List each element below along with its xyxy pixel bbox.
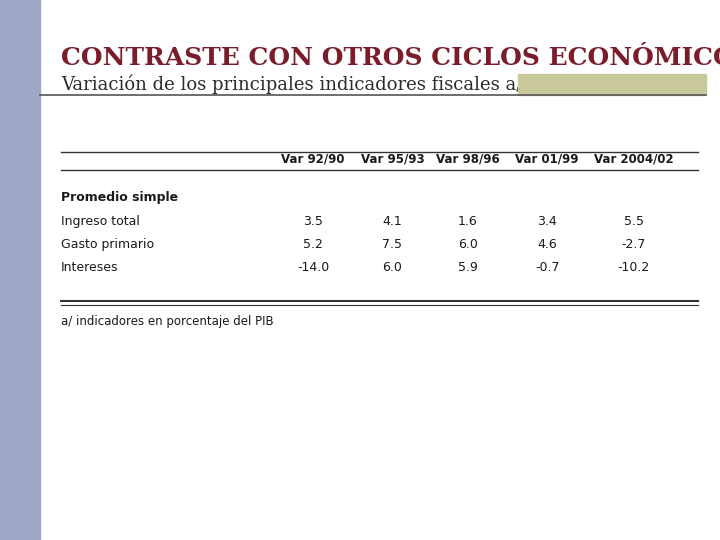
Text: CONTRASTE CON OTROS CICLOS ECONÓMICOS: CONTRASTE CON OTROS CICLOS ECONÓMICOS: [61, 46, 720, 70]
Text: a/ indicadores en porcentaje del PIB: a/ indicadores en porcentaje del PIB: [61, 315, 274, 328]
Text: 3.4: 3.4: [537, 215, 557, 228]
Text: 5.9: 5.9: [458, 261, 478, 274]
Text: Intereses: Intereses: [61, 261, 119, 274]
Text: Gasto primario: Gasto primario: [61, 238, 154, 251]
Text: 6.0: 6.0: [458, 238, 478, 251]
Text: Ingreso total: Ingreso total: [61, 215, 140, 228]
Text: -14.0: -14.0: [297, 261, 329, 274]
Text: 3.5: 3.5: [303, 215, 323, 228]
Text: Var 95/93: Var 95/93: [361, 153, 424, 166]
Text: 4.6: 4.6: [537, 238, 557, 251]
Text: 7.5: 7.5: [382, 238, 402, 251]
Text: -10.2: -10.2: [618, 261, 649, 274]
Text: Var 01/99: Var 01/99: [516, 153, 579, 166]
Text: -0.7: -0.7: [535, 261, 559, 274]
Text: 6.0: 6.0: [382, 261, 402, 274]
Text: 1.6: 1.6: [458, 215, 478, 228]
Text: 5.5: 5.5: [624, 215, 644, 228]
Text: Variación de los principales indicadores fiscales a/: Variación de los principales indicadores…: [61, 75, 523, 94]
Text: Var 2004/02: Var 2004/02: [594, 153, 673, 166]
Text: -2.7: -2.7: [621, 238, 646, 251]
Text: Promedio simple: Promedio simple: [61, 191, 179, 204]
Text: 4.1: 4.1: [382, 215, 402, 228]
Text: 5.2: 5.2: [303, 238, 323, 251]
Text: Var 98/96: Var 98/96: [436, 153, 500, 166]
Text: Var 92/90: Var 92/90: [282, 153, 345, 166]
